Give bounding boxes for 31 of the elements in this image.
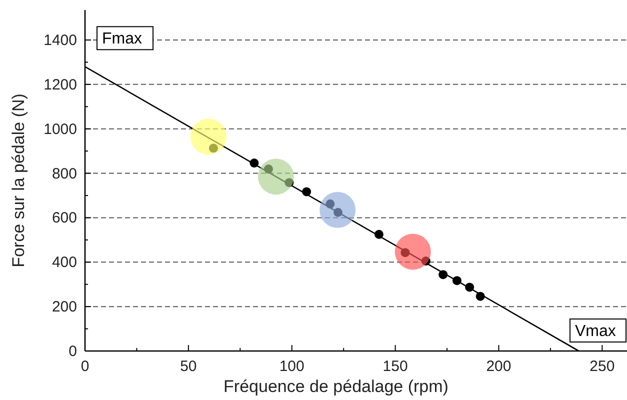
y-tick-label: 600 (52, 210, 77, 227)
point (476, 292, 485, 301)
x-tick-label: 200 (486, 358, 512, 375)
y-tick-label: 400 (52, 254, 77, 272)
point (264, 164, 273, 174)
point (438, 270, 448, 280)
y-tick-label: 200 (52, 298, 77, 316)
y-tick-label: 1200 (44, 76, 77, 94)
annotation: Fmax (102, 30, 142, 48)
y-tick-label: 0 (68, 343, 77, 360)
point (400, 248, 410, 258)
annotation: Vmax (575, 323, 616, 340)
x-tick-label: 250 (590, 358, 615, 375)
x-tick-label: 150 (382, 358, 408, 375)
y-tick-label: 800 (52, 165, 77, 182)
x-tick-label: 100 (279, 358, 304, 375)
y-axis-title: Force sur la pédale (N) (9, 94, 28, 268)
x-tick-label: 0 (80, 358, 90, 375)
point (250, 158, 259, 168)
point (208, 144, 218, 153)
point (452, 276, 462, 286)
y-tick-label: 1400 (44, 32, 77, 49)
point (465, 282, 474, 292)
point (421, 256, 430, 266)
point (302, 187, 312, 196)
x-tick-label: 50 (180, 358, 197, 375)
point (284, 178, 294, 188)
point (374, 230, 384, 239)
y-tick-label: 1000 (44, 120, 77, 138)
point (326, 199, 335, 208)
x-axis-title: Fréquence de pédalage (rpm) (224, 377, 448, 396)
